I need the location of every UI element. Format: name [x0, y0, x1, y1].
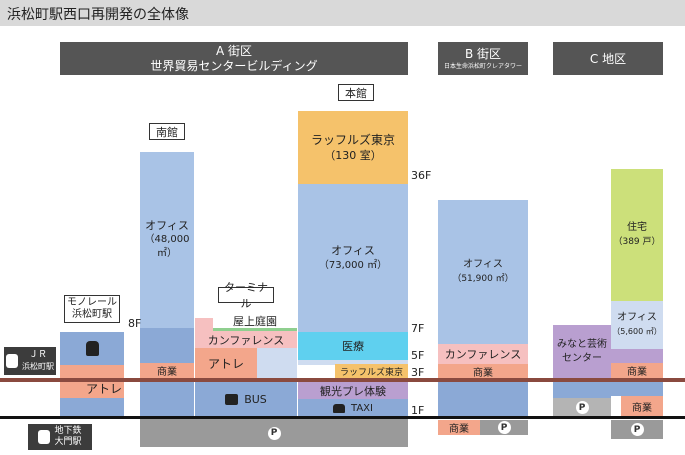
parking-icon: P [630, 423, 644, 436]
floor-1f: 1F [411, 404, 425, 417]
honkan-taxi-label: TAXI [351, 402, 373, 414]
floor-3f: 3F [411, 366, 425, 379]
c-office: オフィス （5,600 ㎡） [611, 301, 663, 349]
terminal-atre: アトレ [195, 348, 257, 378]
title-bar [0, 0, 685, 26]
parking-icon: P [267, 426, 281, 440]
monorail-atre-top [60, 365, 124, 378]
honkan-office-label: オフィス [331, 244, 375, 257]
subway-station-name: 大門駅 [54, 437, 82, 447]
terminal-conference: カンファレンス [195, 331, 297, 348]
tower-b-office-label: オフィス [463, 259, 503, 270]
c-shops-b1: 商業 [621, 396, 663, 417]
honkan-raffles-small: ラッフルズ東京 [335, 364, 408, 378]
honkan-label: 本館 [338, 84, 374, 101]
c-arts-line1: みなと芸術 [557, 338, 607, 350]
c-parking-area: P [553, 398, 611, 417]
c-parking-b2: P [611, 420, 663, 439]
terminal-rooftop-green [213, 328, 297, 331]
page-title: 浜松町駅西口再開発の全体像 [7, 7, 189, 23]
subway-station-badge: 地下鉄 大門駅 [28, 424, 92, 450]
header-b-subtitle: 日本生命浜松町クレアタワー [443, 62, 522, 70]
jr-station-badge: ＪＲ 浜松町駅 [4, 347, 56, 375]
terminal-rooftop: 屋上庭園 [233, 315, 277, 328]
header-a-title: A 街区 [215, 43, 253, 58]
terminal-label: ターミナル [218, 281, 274, 310]
monorail-label: モノレール 浜松町駅 [64, 295, 120, 323]
header-c-block: C 地区 [553, 42, 663, 75]
tower-b-office-area: （51,900 ㎡） [452, 274, 514, 284]
honkan-office: オフィス （73,000 ㎡） [298, 184, 408, 332]
c-housing-count: （389 戸） [613, 237, 661, 247]
monorail-station [60, 332, 124, 365]
monorail-base [60, 398, 124, 417]
honkan-hotel-rooms: （130 室） [324, 148, 382, 162]
header-b-title: B 街区 [464, 46, 502, 61]
floor-5f: 5F [411, 349, 425, 362]
tower-b-base [438, 382, 528, 417]
parking-icon: P [497, 421, 511, 434]
jr-ground-line [0, 378, 685, 382]
jr-train-icon [6, 354, 18, 368]
terminal-bus-label: BUS [244, 393, 267, 406]
honkan-office-area: （73,000 ㎡） [318, 260, 388, 271]
nankan-label: 南館 [149, 123, 185, 140]
header-c-title: C 地区 [589, 52, 627, 66]
nankan-office: オフィス （48,000 ㎡） [140, 152, 194, 328]
terminal-upper-right [257, 348, 297, 378]
honkan-medical: 医療 [298, 332, 408, 360]
tower-b-parking: P [480, 420, 528, 435]
c-purple-band [611, 349, 663, 363]
honkan-strip [298, 360, 408, 365]
honkan-hotel: ラッフルズ東京 （130 室） [298, 111, 408, 184]
c-arts-line2: センター [562, 352, 602, 364]
subway-train-icon [38, 430, 51, 444]
jr-label: ＪＲ [28, 350, 47, 360]
c-base-left [553, 382, 611, 398]
honkan-sightseeing: 観光プレ体験 [298, 382, 408, 399]
honkan-taxi-area: TAXI [298, 399, 408, 417]
c-housing-label: 住宅 [627, 222, 647, 233]
floor-7f: 7F [411, 322, 425, 335]
monorail-atre: アトレ [60, 378, 124, 398]
monorail-label-line1: モノレール [67, 297, 117, 308]
jr-station-name: 浜松町駅 [22, 362, 54, 371]
tower-b-conference: カンファレンス [438, 344, 528, 364]
c-housing: 住宅 （389 戸） [611, 169, 663, 301]
header-a-subtitle: 世界貿易センタービルディング [150, 58, 318, 73]
floor-8f: 8F [128, 317, 142, 330]
ground-level-line [0, 416, 685, 419]
monorail-label-line2: 浜松町駅 [72, 309, 112, 320]
nankan-office-area: （48,000 ㎡） [144, 234, 190, 259]
parking-icon: P [575, 401, 589, 414]
monorail-train-icon [85, 341, 99, 356]
c-shops: 商業 [611, 363, 663, 378]
nankan-shops: 商業 [140, 363, 194, 378]
tower-b-shops-b1: 商業 [438, 420, 480, 435]
terminal-bus-area: BUS [195, 382, 297, 417]
c-office-label: オフィス [617, 312, 657, 323]
subway-label: 地下鉄 [54, 426, 82, 436]
c-arts-center: みなと芸術 センター [553, 325, 611, 378]
tower-b-office: オフィス （51,900 ㎡） [438, 200, 528, 344]
c-office-area: （5,600 ㎡） [612, 327, 662, 336]
underground-parking: P [140, 419, 408, 447]
header-a-block: A 街区 世界貿易センタービルディング [60, 42, 408, 75]
header-b-block: B 街区 日本生命浜松町クレアタワー [438, 42, 528, 75]
nankan-base [140, 382, 194, 417]
nankan-lower [140, 328, 194, 363]
bus-icon [225, 394, 239, 405]
nankan-office-label: オフィス [145, 219, 189, 232]
tower-b-shops: 商業 [438, 364, 528, 379]
honkan-hotel-name: ラッフルズ東京 [310, 132, 395, 147]
c-base-right [611, 382, 663, 396]
taxi-icon [333, 403, 345, 413]
floor-36f: 36F [411, 169, 432, 182]
